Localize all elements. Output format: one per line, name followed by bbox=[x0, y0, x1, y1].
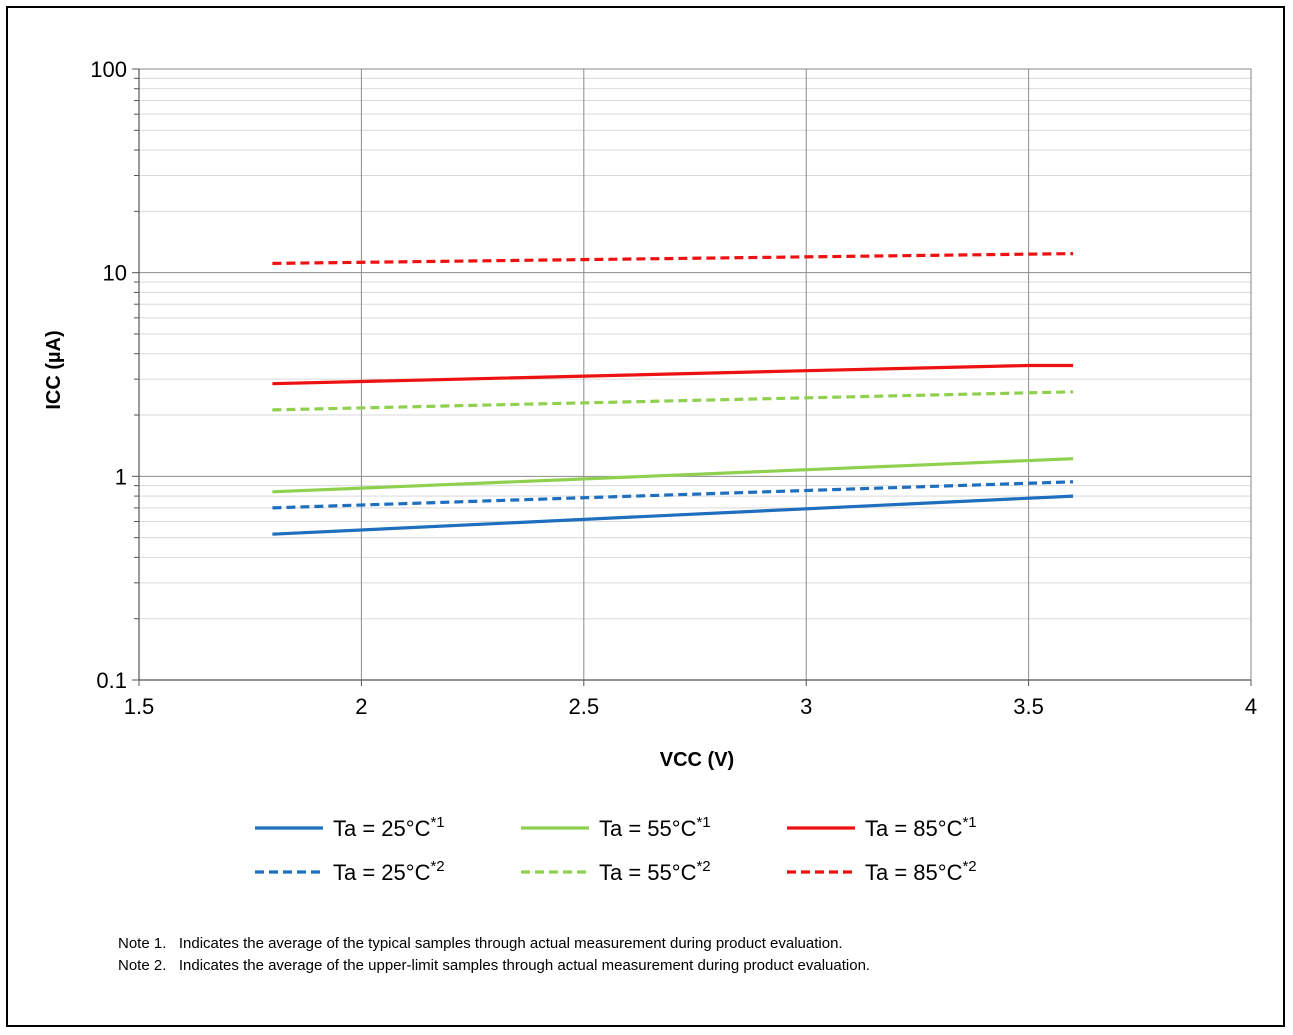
series-line-3 bbox=[272, 363, 1074, 386]
legend-label-5: Ta = 55°C*2 bbox=[599, 858, 711, 885]
chart-legend: Ta = 25°C*1 Ta = 55°C*1 Ta = 85°C*1 Ta = 25… bbox=[255, 814, 977, 885]
x-tick-label: 1.5 bbox=[124, 694, 155, 719]
legend-label-2: Ta = 55°C*1 bbox=[599, 814, 711, 841]
axes bbox=[132, 68, 1252, 686]
note-2: Note 2. Indicates the average of the upp… bbox=[118, 957, 871, 974]
x-tick-label: 4 bbox=[1245, 694, 1257, 719]
note-1: Note 1. Indicates the average of the typ… bbox=[118, 935, 843, 952]
figure-frame bbox=[6, 6, 1285, 1027]
series-line-6 bbox=[272, 252, 1074, 265]
legend-label-6: Ta = 85°C*2 bbox=[865, 858, 977, 885]
y-tick-label: 10 bbox=[103, 261, 127, 286]
series-line-4 bbox=[272, 480, 1074, 510]
y-tick-label: 1 bbox=[115, 464, 127, 489]
x-tick-label: 2.5 bbox=[569, 694, 600, 719]
y-tick-label: 100 bbox=[90, 57, 127, 82]
x-axis-label: VCC (V) bbox=[660, 749, 734, 771]
tick-labels: 1.5 2 2.5 3 3.5 4 0.1 1 10 100 bbox=[90, 57, 1257, 719]
legend-label-4: Ta = 25°C*2 bbox=[333, 858, 445, 885]
x-tick-label: 2 bbox=[355, 694, 367, 719]
legend-label-3: Ta = 85°C*1 bbox=[865, 814, 977, 841]
minor-gridlines bbox=[139, 77, 1251, 620]
legend-label-1: Ta = 25°C*1 bbox=[333, 814, 445, 841]
data-series bbox=[272, 252, 1074, 536]
x-tick-label: 3 bbox=[800, 694, 812, 719]
x-tick-label: 3.5 bbox=[1013, 694, 1044, 719]
series-line-2 bbox=[272, 457, 1074, 494]
y-tick-label: 0.1 bbox=[96, 668, 127, 693]
series-line-1 bbox=[272, 494, 1074, 536]
series-line-5 bbox=[272, 390, 1074, 412]
y-axis-label: ICC (µA) bbox=[43, 330, 65, 409]
